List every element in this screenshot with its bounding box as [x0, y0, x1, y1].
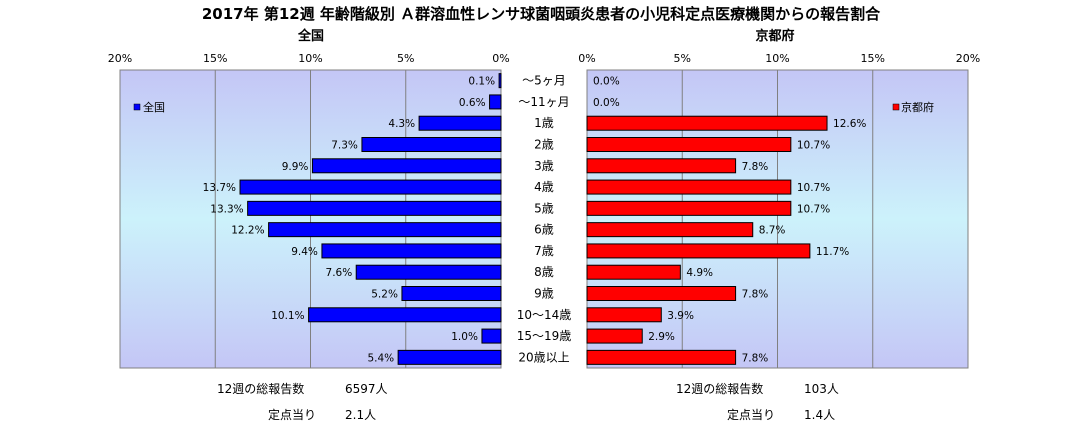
category-label: 1歳 [534, 116, 554, 130]
bar-kyoto [586, 286, 737, 301]
footer-left-total-value: 6597人 [345, 382, 388, 396]
bar-zenkoku [247, 200, 502, 216]
data-label-zenkoku: 4.3% [388, 118, 415, 130]
left-panel-title: 全国 [297, 28, 324, 44]
data-label-zenkoku: 7.6% [326, 267, 353, 279]
left-tick-label: 0% [492, 52, 509, 65]
left-tick-label: 20% [108, 52, 132, 65]
footer-left: 12週の総報告数 6597人 定点当り 2.1人 [217, 381, 388, 422]
left-tick-label: 15% [203, 52, 227, 65]
category-label: 6歳 [534, 223, 554, 237]
bar-kyoto [586, 328, 643, 344]
data-label-kyoto: 10.7% [797, 140, 830, 152]
right-tick-label: 5% [674, 52, 691, 65]
bar-zenkoku [268, 222, 502, 238]
data-label-zenkoku: 9.4% [291, 246, 318, 258]
data-label-zenkoku: 13.3% [210, 203, 243, 215]
right-tick-label: 20% [956, 52, 980, 65]
category-label: 2歳 [534, 138, 554, 152]
bar-zenkoku [489, 94, 502, 110]
bar-zenkoku [498, 73, 502, 89]
data-label-kyoto: 8.7% [759, 225, 786, 237]
bar-kyoto [586, 137, 792, 152]
bar-zenkoku [418, 115, 502, 131]
data-label-zenkoku: 0.1% [468, 76, 495, 88]
bar-zenkoku [321, 243, 502, 259]
right-tick-label: 10% [765, 52, 789, 65]
data-label-zenkoku: 7.3% [331, 140, 358, 152]
category-label: 10～14歳 [517, 308, 572, 322]
data-label-zenkoku: 1.0% [451, 331, 478, 343]
legend-label-zenkoku: 全国 [143, 100, 165, 114]
bar-zenkoku [481, 328, 502, 344]
data-label-kyoto: 2.9% [648, 331, 675, 343]
footer-left-per-value: 2.1人 [345, 408, 376, 422]
data-label-kyoto: 4.9% [686, 267, 713, 279]
chart-title: 2017年 第12週 年齢階級別 Ａ群溶血性レンサ球菌咽頭炎患者の小児科定点医療… [202, 5, 881, 23]
footer-left-total-label: 12週の総報告数 [217, 381, 304, 396]
right-tick-label: 0% [578, 52, 595, 65]
data-label-zenkoku: 9.9% [282, 161, 309, 173]
category-label: 8歳 [534, 265, 554, 279]
data-label-kyoto: 7.8% [742, 352, 769, 364]
right-panel: 0% 5% 10% 15% 20% 0.0%0.0%12.6%10.7%7.8%10.7… [578, 52, 980, 369]
data-label-kyoto: 11.7% [816, 246, 849, 258]
footer-right-per-label: 定点当り [727, 407, 775, 422]
left-panel: 20% 15% 10% 5% 0% 0.1% 0.6% 4.3% 7.3% 9.9% 13.7% 1… [108, 52, 510, 369]
bar-zenkoku [361, 137, 502, 152]
bar-zenkoku [355, 264, 502, 280]
category-label: ～11ヶ月 [518, 95, 569, 109]
footer-right-total-value: 103人 [804, 382, 839, 396]
data-label-kyoto: 7.8% [742, 161, 769, 173]
bar-zenkoku [397, 349, 502, 365]
legend-swatch-kyoto [892, 103, 900, 111]
data-label-zenkoku: 12.2% [231, 225, 264, 237]
category-label: 20歳以上 [518, 350, 569, 364]
bar-kyoto [586, 179, 792, 195]
category-label: 15～19歳 [517, 329, 572, 343]
bar-kyoto [586, 349, 737, 365]
bar-kyoto [586, 158, 737, 174]
footer-right: 12週の総報告数 103人 定点当り 1.4人 [676, 381, 839, 422]
left-tick-label: 10% [298, 52, 322, 65]
data-label-zenkoku: 13.7% [203, 182, 236, 194]
category-label: 3歳 [534, 159, 554, 173]
bar-kyoto [586, 200, 792, 216]
bar-kyoto [586, 115, 828, 131]
data-label-kyoto: 12.6% [833, 118, 866, 130]
category-label: 5歳 [534, 201, 554, 215]
footer-right-per-value: 1.4人 [804, 408, 835, 422]
bar-zenkoku [239, 179, 502, 195]
data-label-zenkoku: 5.4% [367, 352, 394, 364]
right-tick-label: 15% [861, 52, 885, 65]
data-label-kyoto: 3.9% [667, 310, 694, 322]
legend-label-kyoto: 京都府 [901, 100, 934, 114]
data-label-kyoto: 10.7% [797, 182, 830, 194]
bar-zenkoku [311, 158, 502, 174]
bar-kyoto [586, 222, 754, 238]
bar-kyoto [586, 243, 811, 259]
data-label-zenkoku: 0.6% [459, 97, 486, 109]
data-label-kyoto: 10.7% [797, 203, 830, 215]
bar-kyoto [586, 264, 681, 280]
data-label-zenkoku: 5.2% [371, 289, 398, 301]
data-label-kyoto: 0.0% [593, 76, 620, 88]
category-label: ～5ヶ月 [522, 74, 566, 88]
footer-right-total-label: 12週の総報告数 [676, 381, 763, 396]
bar-zenkoku [308, 307, 502, 323]
right-panel-title: 京都府 [755, 28, 794, 44]
category-label: 4歳 [534, 180, 554, 194]
data-label-zenkoku: 10.1% [271, 310, 304, 322]
data-label-kyoto: 7.8% [742, 289, 769, 301]
category-label: 9歳 [534, 287, 554, 301]
category-axis: ～5ヶ月 ～11ヶ月 1歳 2歳 3歳 4歳 5歳 6歳 7歳 8歳 9歳 10～14歳 15～19歳 2… [517, 74, 572, 365]
data-label-kyoto: 0.0% [593, 97, 620, 109]
bar-zenkoku [401, 286, 502, 301]
legend-swatch-zenkoku [133, 103, 141, 111]
left-tick-label: 5% [397, 52, 414, 65]
footer-left-per-label: 定点当り [268, 407, 316, 422]
bar-kyoto [586, 307, 662, 323]
category-label: 7歳 [534, 244, 554, 258]
